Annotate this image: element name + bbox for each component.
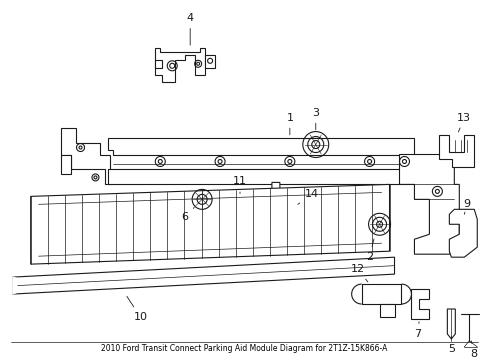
Polygon shape — [155, 60, 162, 68]
Polygon shape — [447, 309, 454, 339]
Polygon shape — [61, 127, 110, 184]
Polygon shape — [271, 183, 297, 214]
Text: 8: 8 — [470, 341, 477, 359]
Polygon shape — [31, 184, 389, 264]
Text: 7: 7 — [413, 322, 420, 339]
Polygon shape — [155, 48, 204, 82]
Text: 9: 9 — [463, 199, 470, 214]
Polygon shape — [448, 209, 476, 257]
Polygon shape — [108, 170, 414, 184]
Text: 11: 11 — [233, 176, 246, 194]
Text: 1: 1 — [286, 113, 293, 135]
Polygon shape — [399, 154, 458, 254]
Text: 2: 2 — [366, 239, 373, 262]
Text: 10: 10 — [127, 296, 147, 322]
Text: 6: 6 — [182, 207, 194, 222]
Text: 12: 12 — [350, 264, 367, 282]
Text: 3: 3 — [312, 108, 319, 130]
Polygon shape — [204, 55, 215, 68]
Text: 4: 4 — [186, 13, 193, 45]
Polygon shape — [61, 154, 70, 175]
Polygon shape — [439, 135, 473, 167]
Polygon shape — [410, 289, 428, 319]
Polygon shape — [108, 138, 414, 154]
Polygon shape — [361, 284, 401, 304]
Polygon shape — [379, 304, 394, 317]
Text: 14: 14 — [297, 189, 318, 204]
Polygon shape — [13, 257, 394, 294]
Text: 13: 13 — [456, 113, 470, 132]
Text: 5: 5 — [447, 337, 454, 354]
Polygon shape — [13, 277, 38, 294]
Text: 2010 Ford Transit Connect Parking Aid Module Diagram for 2T1Z-15K866-A: 2010 Ford Transit Connect Parking Aid Mo… — [101, 345, 387, 354]
